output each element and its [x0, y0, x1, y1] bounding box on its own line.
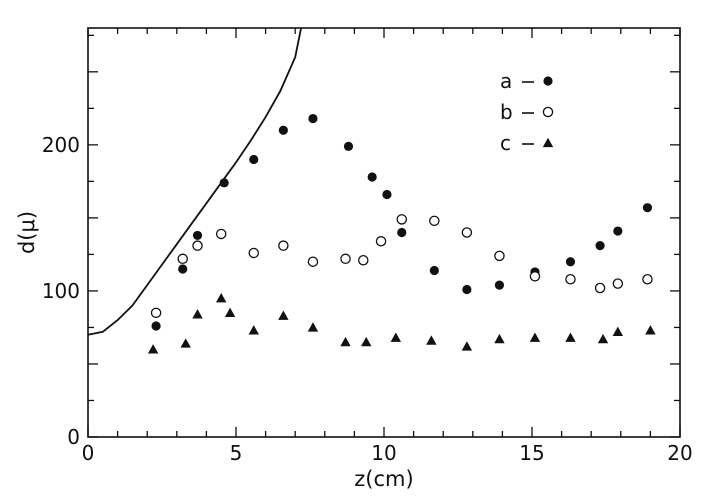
point-b — [612, 278, 624, 289]
y-tick-label: 100 — [42, 279, 80, 303]
point-a — [382, 189, 392, 200]
point-a — [151, 321, 161, 331]
point-c — [248, 325, 259, 335]
point-b — [177, 253, 188, 265]
point-a — [462, 284, 472, 295]
point-b — [215, 228, 227, 240]
x-tick-label: 15 — [519, 441, 544, 465]
point-b — [642, 273, 653, 285]
plot-border — [87, 27, 681, 438]
point-b — [461, 227, 473, 238]
point-b — [565, 273, 576, 285]
point-c — [147, 344, 159, 354]
point-a — [278, 125, 288, 135]
point-b — [429, 215, 440, 227]
point-b — [494, 250, 505, 262]
point-c — [216, 293, 227, 303]
point-c — [224, 307, 236, 317]
point-b — [529, 271, 541, 282]
point-a — [595, 241, 605, 251]
point-c — [565, 332, 576, 342]
legend-marker-a — [543, 76, 553, 86]
point-c — [529, 332, 541, 342]
point-a — [178, 264, 188, 274]
point-c — [612, 326, 624, 336]
point-c — [180, 338, 191, 348]
point-c — [278, 310, 289, 320]
point-c — [340, 336, 351, 347]
plot-frame — [87, 27, 681, 438]
y-tick-label: 200 — [42, 133, 80, 157]
y-axis-label: d(μ) — [15, 211, 39, 254]
x-axis-label: z(cm) — [354, 467, 413, 491]
point-c — [645, 325, 656, 335]
point-c — [494, 333, 505, 344]
point-b — [150, 307, 162, 319]
point-c — [426, 335, 437, 345]
point-b — [307, 256, 319, 267]
series-b — [150, 214, 653, 319]
point-a — [429, 265, 439, 276]
point-a — [367, 172, 377, 182]
point-b — [375, 236, 387, 247]
legend-label-c: c — [500, 131, 511, 155]
point-a — [219, 178, 229, 188]
point-b — [340, 253, 351, 265]
point-b — [278, 240, 289, 251]
series-c — [147, 293, 656, 354]
point-a — [642, 203, 653, 213]
curve-line — [88, 28, 302, 336]
y-tick-label: 0 — [67, 425, 80, 449]
point-c — [361, 336, 372, 347]
legend-label-b: b — [500, 100, 513, 124]
point-b — [192, 240, 203, 251]
legend-marker-c — [542, 137, 554, 148]
point-b — [396, 214, 408, 225]
point-a — [565, 257, 576, 267]
point-b — [248, 247, 260, 259]
point-a — [192, 230, 203, 241]
legend-marker-b — [542, 106, 554, 118]
legend-label-a: a — [500, 69, 512, 93]
point-a — [613, 226, 623, 236]
point-a — [397, 227, 407, 238]
x-tick-label: 5 — [230, 441, 243, 465]
point-c — [597, 333, 609, 344]
x-tick-label: 20 — [667, 441, 692, 465]
point-c — [390, 332, 402, 342]
point-a — [249, 154, 259, 165]
curve-layer — [88, 28, 302, 336]
point-a — [308, 113, 318, 124]
legend: a b c — [500, 69, 554, 155]
point-b — [594, 282, 606, 294]
marks-layer — [147, 113, 656, 354]
x-tick-label: 10 — [371, 441, 396, 465]
point-c — [192, 309, 203, 319]
x-tick-label: 0 — [82, 441, 95, 465]
point-a — [494, 280, 505, 290]
point-c — [461, 341, 473, 351]
point-b — [358, 255, 369, 266]
point-c — [307, 322, 319, 332]
point-a — [343, 141, 354, 151]
